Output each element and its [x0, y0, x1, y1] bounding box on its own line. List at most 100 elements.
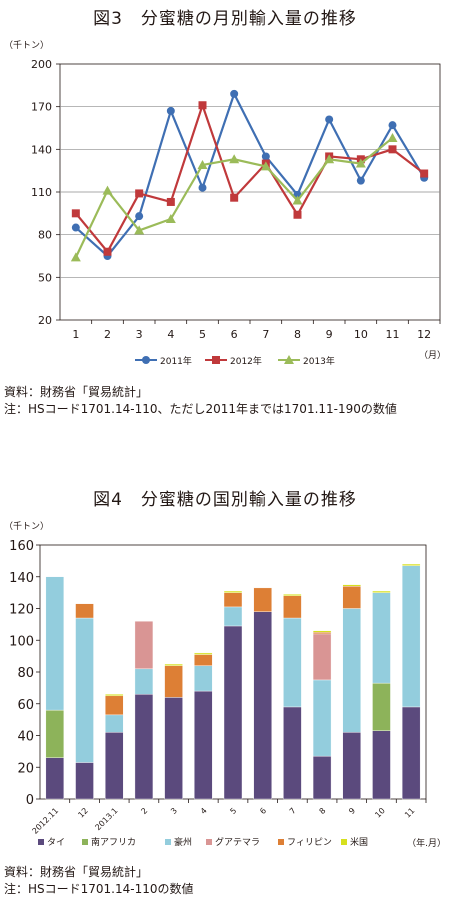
bar-segment — [342, 732, 361, 800]
bar-segment — [283, 594, 302, 597]
x-tick-label: 6 — [258, 806, 268, 816]
x-tick-label: 11 — [386, 328, 400, 341]
x-tick-label: 9 — [347, 806, 357, 816]
bar-segment — [75, 603, 94, 619]
x-tick-label: 2 — [104, 328, 111, 341]
bar-segment — [312, 633, 332, 681]
bar-segment — [134, 694, 154, 800]
bar-segment — [105, 695, 124, 716]
y-tick-label: 80 — [38, 229, 52, 242]
data-point — [387, 132, 398, 142]
y-axis-unit: （千トン） — [4, 521, 49, 532]
legend-label: 豪州 — [174, 836, 192, 848]
data-point — [260, 161, 271, 171]
data-point — [102, 185, 113, 195]
data-point — [293, 210, 302, 219]
x-tick-label: 12 — [76, 806, 90, 820]
x-tick-label: 3 — [136, 328, 143, 341]
bar-segment — [372, 592, 391, 684]
x-tick-label: 12 — [417, 328, 431, 341]
legend-label: 2011年 — [160, 355, 192, 367]
figure3-title: 図3 分蜜糖の月別輸入量の推移 — [93, 9, 357, 29]
bar-segment — [401, 563, 421, 566]
legend-marker — [284, 355, 294, 364]
x-tick-label: 11 — [403, 806, 417, 820]
x-tick-label: 4 — [199, 806, 209, 816]
bar-segment — [194, 690, 213, 800]
x-tick-label: 5 — [199, 328, 206, 341]
bar-segment — [342, 586, 361, 609]
data-point — [324, 154, 335, 164]
legend-label: 南アフリカ — [91, 836, 136, 848]
bar-segment — [223, 592, 243, 608]
y-tick-label: 80 — [17, 666, 34, 681]
bar-segment — [401, 706, 421, 800]
data-point — [356, 176, 365, 185]
bar-segment — [164, 697, 183, 800]
figure4-source: 資料：財務省「貿易統計」 — [4, 865, 149, 879]
data-point — [388, 145, 397, 154]
bar-segment — [253, 587, 272, 612]
data-point — [230, 193, 239, 202]
data-point — [229, 154, 240, 164]
bar-segment — [134, 620, 154, 670]
bar-segment — [164, 665, 183, 698]
bar-segment — [312, 630, 332, 633]
x-tick-label: 7 — [288, 806, 298, 816]
data-point — [325, 115, 334, 124]
data-point — [230, 89, 239, 98]
y-tick-label: 20 — [38, 314, 52, 327]
legend-marker — [212, 356, 220, 364]
data-point — [261, 152, 270, 161]
bar-segment — [283, 595, 302, 619]
bar-segment — [312, 755, 332, 800]
data-point — [355, 158, 366, 168]
y-tick-label: 120 — [9, 603, 34, 618]
legend-swatch — [278, 839, 284, 845]
bar-segment — [283, 617, 302, 708]
bar-segment — [223, 606, 243, 627]
data-point — [165, 214, 176, 224]
legend-marker — [142, 356, 150, 364]
bar-segment — [45, 576, 65, 711]
data-point — [103, 247, 112, 256]
figure4-note: 注：HSコード1701.14-110の数値 — [4, 882, 194, 896]
bar-segment — [223, 590, 243, 593]
x-tick-label: 1 — [72, 328, 79, 341]
bar-segment — [134, 668, 154, 695]
y-axis-unit: （千トン） — [4, 40, 49, 51]
y-tick-label: 170 — [31, 101, 52, 114]
y-tick-label: 110 — [31, 186, 52, 199]
data-point — [197, 159, 208, 169]
bar-segment — [45, 757, 65, 800]
x-tick-label: 2 — [139, 806, 149, 816]
bar-segment — [194, 665, 213, 692]
x-tick-label: 10 — [354, 328, 368, 341]
bar-segment — [105, 732, 124, 800]
bar-segment — [194, 652, 213, 655]
legend-label: グアテマラ — [215, 836, 260, 848]
figure3-source: 資料：財務省「貿易統計」 — [4, 385, 149, 399]
data-point — [198, 183, 207, 192]
bar-segment — [372, 730, 391, 800]
x-tick-label: 7 — [262, 328, 269, 341]
legend-swatch — [82, 839, 88, 845]
x-tick-label: 9 — [326, 328, 333, 341]
figure3-note: 注：HSコード1701.14-110、ただし2011年までは1701.11-19… — [4, 402, 397, 416]
data-point — [166, 197, 175, 206]
stacked-bar-chart: 0 20 40 60 80 100 120 140 160 （千トン） 2012.11 12 2013.… — [4, 521, 446, 849]
bar-segment — [75, 762, 94, 800]
bar-segment — [312, 632, 332, 635]
x-axis-unit: （月） — [419, 350, 446, 361]
series-line — [75, 91, 426, 258]
bar-segment — [342, 584, 361, 587]
y-tick-label: 20 — [17, 761, 34, 776]
bar-segment — [401, 565, 421, 708]
bar-segment — [194, 654, 213, 666]
bar-segment — [312, 679, 332, 757]
data-point — [134, 225, 145, 235]
bar-segment — [342, 608, 361, 733]
bar-segment — [105, 714, 124, 733]
bar-segment — [105, 694, 124, 697]
